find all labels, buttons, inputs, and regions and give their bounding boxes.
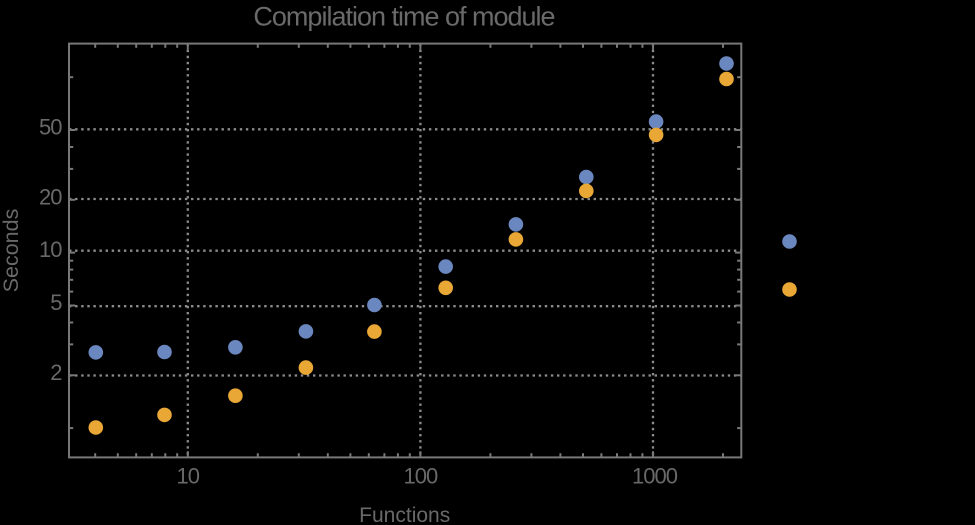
- svg-text:10: 10: [177, 464, 200, 489]
- svg-text:2: 2: [50, 360, 62, 385]
- svg-text:100: 100: [404, 464, 438, 489]
- svg-text:50: 50: [39, 115, 62, 140]
- svg-text:5: 5: [50, 290, 62, 315]
- svg-text:Seconds: Seconds: [0, 209, 23, 293]
- svg-text:Compilation time of module: Compilation time of module: [253, 2, 554, 32]
- svg-text:1000: 1000: [632, 464, 678, 489]
- svg-text:10: 10: [39, 237, 62, 262]
- svg-text:Functions: Functions: [359, 504, 450, 525]
- svg-text:20: 20: [39, 184, 62, 209]
